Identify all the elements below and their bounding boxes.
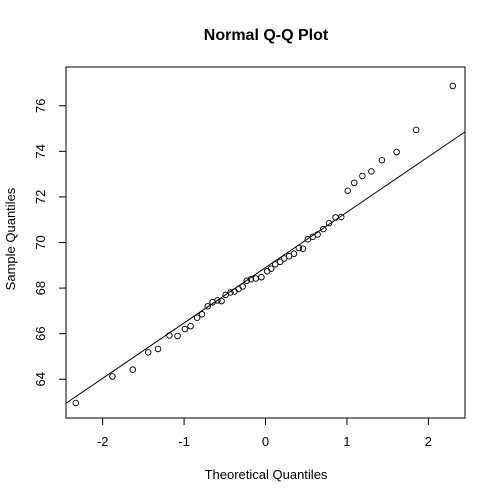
data-point xyxy=(72,399,80,407)
y-tick-label: 76 xyxy=(33,99,48,113)
data-point xyxy=(198,311,206,318)
data-point xyxy=(263,267,271,275)
data-point xyxy=(166,332,173,339)
data-point xyxy=(239,283,246,290)
data-point xyxy=(320,225,327,233)
y-tick-label: 64 xyxy=(33,372,48,386)
data-point xyxy=(276,258,284,266)
qq-reference-line xyxy=(65,131,466,404)
y-axis-label: Sample Quantiles xyxy=(3,187,18,290)
data-point xyxy=(304,236,312,243)
data-point xyxy=(285,252,293,260)
data-point xyxy=(359,172,366,180)
x-tick-label: 2 xyxy=(425,434,432,449)
data-point xyxy=(181,325,189,333)
chart-title: Normal Q-Q Plot xyxy=(204,27,329,44)
data-point xyxy=(267,265,275,272)
x-axis: -2 -1 0 1 2 xyxy=(97,418,432,449)
data-point xyxy=(222,291,229,299)
data-point xyxy=(109,373,116,380)
data-points xyxy=(72,82,457,407)
data-point xyxy=(231,288,238,295)
y-tick-label: 66 xyxy=(33,326,48,340)
data-point xyxy=(325,219,333,227)
data-point xyxy=(204,303,211,310)
data-point xyxy=(214,297,221,304)
y-axis: 64 66 68 70 72 74 76 xyxy=(33,99,66,386)
data-point xyxy=(412,126,420,134)
data-point xyxy=(449,82,457,90)
data-point xyxy=(393,148,400,156)
data-point xyxy=(154,345,162,353)
x-tick-label: 0 xyxy=(262,434,269,449)
x-tick-label: -2 xyxy=(97,434,109,449)
y-tick-label: 72 xyxy=(33,190,48,204)
data-point xyxy=(378,156,386,164)
data-point xyxy=(174,332,181,340)
data-point xyxy=(193,314,201,321)
data-point xyxy=(227,289,234,296)
data-point xyxy=(247,275,255,283)
y-tick-label: 74 xyxy=(33,144,48,158)
data-point xyxy=(299,245,307,252)
data-point xyxy=(290,250,298,257)
y-tick-label: 68 xyxy=(33,281,48,295)
data-point xyxy=(295,244,303,252)
data-point xyxy=(337,213,345,221)
y-tick-label: 70 xyxy=(33,235,48,249)
plot-frame xyxy=(65,66,466,419)
data-point xyxy=(272,261,279,268)
data-point xyxy=(129,366,137,373)
x-axis-label: Theoretical Quantiles xyxy=(205,467,328,482)
data-point xyxy=(258,273,265,281)
data-point xyxy=(368,168,375,175)
x-tick-label: 1 xyxy=(343,434,350,449)
data-point xyxy=(243,277,251,285)
data-point xyxy=(314,231,321,238)
data-point xyxy=(351,179,358,187)
x-tick-label: -1 xyxy=(178,434,190,449)
data-point xyxy=(187,322,194,330)
data-point xyxy=(235,285,242,293)
data-point xyxy=(218,297,225,305)
data-point xyxy=(144,349,152,356)
data-point xyxy=(344,187,351,195)
